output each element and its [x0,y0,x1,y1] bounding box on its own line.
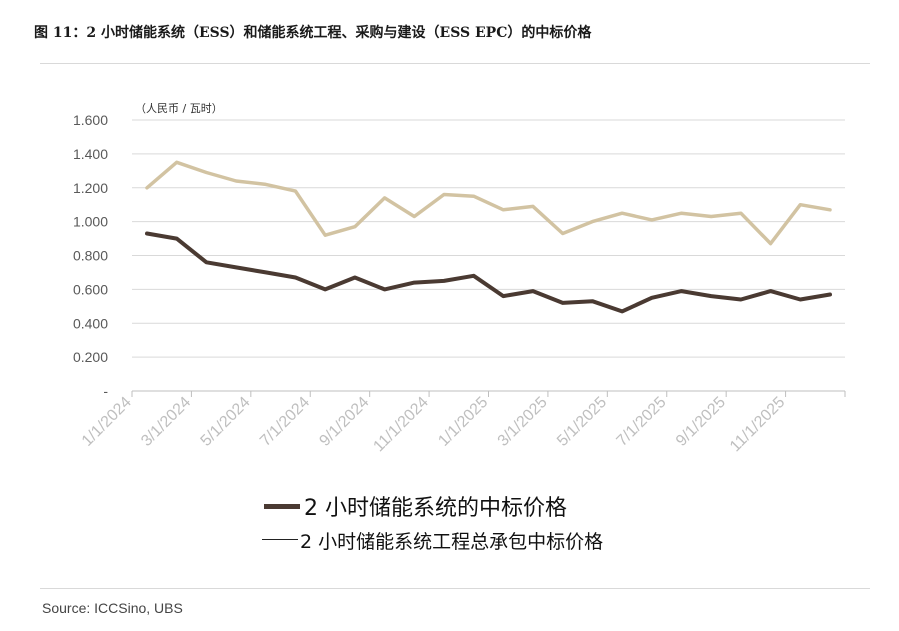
legend-item-ess: 2 小时储能系统的中标价格 [264,490,567,522]
x-tick-label: 7/1/2025 [614,394,670,450]
y-tick-label: 1.400 [73,146,108,162]
bottom-divider [40,588,870,589]
x-tick-label: 7/1/2024 [257,394,313,450]
legend-label-ess: 2 小时储能系统的中标价格 [304,496,567,521]
legend-item-epc: 2 小时储能系统工程总承包中标价格 [262,527,603,554]
x-tick-label: 3/1/2024 [138,394,194,450]
x-tick-label: 9/1/2025 [673,394,729,450]
legend-label-epc: 2 小时储能系统工程总承包中标价格 [300,531,604,553]
series-line-epc [145,160,832,246]
series-line-ess [145,231,832,314]
figure-title: 图 11：2 小时储能系统（ESS）和储能系统工程、采购与建设（ESS EPC）… [34,25,592,41]
legend-swatch-ess [264,503,300,509]
x-tick-label: 5/1/2024 [198,394,254,450]
y-tick-label: 1.000 [73,214,108,230]
source-note: Source: ICCSino, UBS [42,600,183,616]
y-tick-label: 1.600 [73,112,108,128]
x-tick-label: 1/1/2024 [79,394,135,450]
y-tick-label: 1.200 [73,180,108,196]
x-tick-label: 5/1/2025 [554,394,610,450]
y-tick-label: 0.600 [73,281,108,297]
x-tick-label: 1/1/2025 [435,394,491,450]
y-tick-label: 0.400 [73,315,108,331]
x-tick-label: 11/1/2024 [370,394,432,456]
x-tick-label: 11/1/2025 [727,394,789,456]
x-tick-label: 9/1/2024 [316,394,372,450]
y-tick-label: 0.200 [73,349,108,365]
top-divider [40,63,870,64]
y-unit-label: （人民币 / 瓦时） [135,102,223,115]
y-tick-label: 0.800 [73,248,108,264]
x-tick-label: 3/1/2025 [495,394,551,450]
legend-swatch-epc [262,539,298,540]
y-tick-label: - [103,383,108,399]
